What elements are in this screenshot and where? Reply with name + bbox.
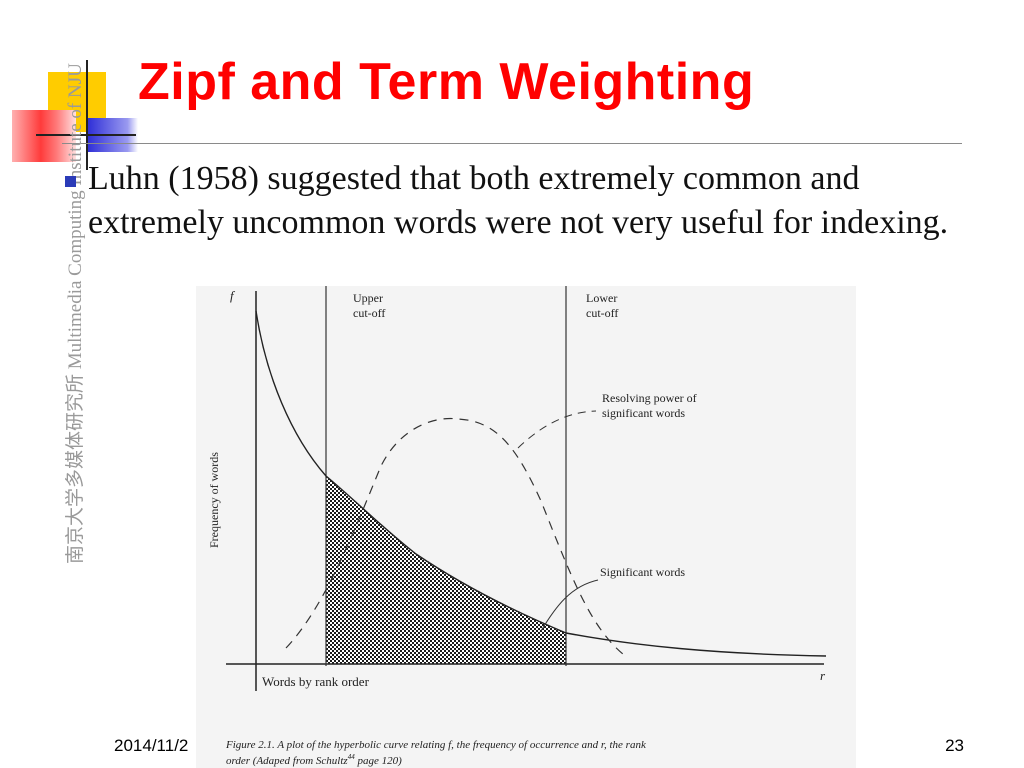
y-axis-label: Frequency of words — [207, 452, 221, 548]
figure-caption-line2: order (Adaped from Schultz44 page 120) — [226, 753, 402, 767]
significant-words-label: Significant words — [600, 565, 685, 579]
lower-cutoff-label: Lower cut-off — [586, 291, 618, 320]
bullet-icon — [65, 176, 76, 187]
deco-red-square — [12, 110, 76, 162]
caption-page: page 120) — [355, 755, 402, 767]
title-divider — [62, 143, 962, 144]
footer-date: 2014/11/2 — [114, 736, 189, 755]
x-axis-label: Words by rank order — [262, 674, 370, 689]
y-axis-letter: f — [230, 288, 236, 303]
upper-cutoff-label: Upper cut-off — [353, 291, 385, 320]
hyperbolic-curve — [255, 310, 827, 657]
resolving-power-callout — [517, 410, 597, 449]
caption-sup: 44 — [348, 753, 356, 761]
significant-words-callout — [540, 579, 599, 632]
zipf-plot: f r Frequency of words Words by rank ord… — [207, 286, 827, 767]
figure-caption-line1: Figure 2.1. A plot of the hyperbolic cur… — [225, 739, 647, 751]
deco-horizontal-line — [36, 134, 136, 136]
deco-vertical-line — [86, 60, 88, 170]
x-axis-letter: r — [820, 668, 826, 683]
page-number: 23 — [945, 736, 964, 755]
caption-line2-text: order (Adaped from Schultz — [226, 755, 348, 767]
resolving-power-curve — [285, 417, 629, 659]
zipf-figure: f r Frequency of words Words by rank ord… — [196, 286, 856, 768]
side-institute-label: 南京大学多媒体研究所 Multimedia Computing Institut… — [65, 63, 86, 564]
significant-region — [326, 476, 566, 664]
resolving-power-label: Resolving power of significant words — [602, 391, 697, 420]
bullet-text: Luhn (1958) suggested that both extremel… — [88, 160, 949, 241]
slide-title: Zipf and Term Weighting — [138, 53, 755, 111]
